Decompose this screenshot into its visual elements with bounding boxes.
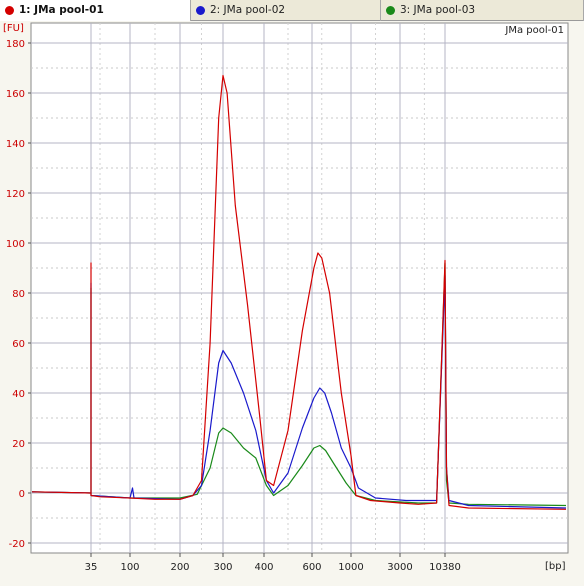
- tab-sample-3[interactable]: 3: JMa pool-03: [381, 0, 584, 21]
- y-tick-label: 140: [6, 139, 25, 150]
- y-tick-label: -20: [9, 539, 25, 550]
- plot-area: [30, 22, 569, 554]
- x-tick-label: 100: [120, 562, 139, 573]
- x-tick-labels: 35 100 200 300 400 600 1000 3000 10380: [85, 553, 461, 573]
- y-axis-label: [FU]: [3, 23, 24, 34]
- sample-color-dot-icon: [386, 6, 395, 15]
- tab-sample-1[interactable]: 1: JMa pool-01: [0, 0, 191, 21]
- sample-color-dot-icon: [196, 6, 205, 15]
- y-tick-label: 100: [6, 239, 25, 250]
- y-tick-labels: -20 0 20 40 60 80 100 120 140 160 180: [6, 39, 31, 550]
- y-tick-label: 0: [19, 489, 25, 500]
- x-tick-label: 10380: [429, 562, 461, 573]
- sample-tab-bar: 1: JMa pool-01 2: JMa pool-02 3: JMa pool-…: [0, 0, 584, 21]
- sample-color-dot-icon: [5, 6, 14, 15]
- y-tick-label: 40: [12, 389, 25, 400]
- y-tick-label: 180: [6, 39, 25, 50]
- x-tick-label: 300: [213, 562, 232, 573]
- y-tick-label: 120: [6, 189, 25, 200]
- y-tick-label: 60: [12, 339, 25, 350]
- y-tick-label: 160: [6, 89, 25, 100]
- series-layer: [31, 74, 567, 510]
- tab-label: 3: JMa pool-03: [400, 4, 476, 16]
- electropherogram-chart: -20 0 20 40 60 80 100 120 140 160 180 35 100 200 300 4…: [3, 22, 569, 573]
- chart-title: JMa pool-01: [504, 25, 564, 36]
- y-tick-label: 20: [12, 439, 25, 450]
- grid-minor: [31, 23, 568, 553]
- x-tick-label: 1000: [338, 562, 363, 573]
- tab-label: 1: JMa pool-01: [19, 4, 104, 16]
- grid-major: [31, 23, 568, 553]
- series-line-1-jma-pool-01: [31, 74, 567, 510]
- tab-sample-2[interactable]: 2: JMa pool-02: [191, 0, 381, 21]
- y-tick-label: 80: [12, 289, 25, 300]
- x-axis-label: [bp]: [545, 561, 566, 572]
- x-tick-label: 400: [254, 562, 273, 573]
- x-tick-label: 35: [85, 562, 98, 573]
- x-tick-label: 200: [170, 562, 189, 573]
- x-tick-label: 600: [302, 562, 321, 573]
- x-tick-label: 3000: [387, 562, 412, 573]
- series-line-2-jma-pool-02: [31, 274, 567, 509]
- tab-label: 2: JMa pool-02: [210, 4, 286, 16]
